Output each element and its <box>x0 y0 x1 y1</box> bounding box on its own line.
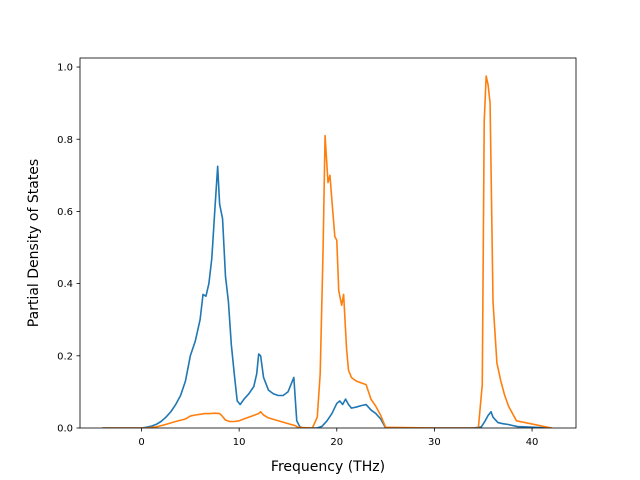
x-axis-ticks: 0 10 20 30 40 <box>138 428 538 448</box>
series-line-2 <box>102 75 552 428</box>
y-axis-label: Partial Density of States <box>26 159 42 327</box>
x-axis-label: Frequency (THz) <box>271 459 385 475</box>
y-tick-label: 0.8 <box>57 135 73 146</box>
x-tick-label: 20 <box>330 437 343 448</box>
x-tick-label: 40 <box>526 437 539 448</box>
x-tick-label: 0 <box>138 437 144 448</box>
y-tick-label: 0.4 <box>57 279 73 290</box>
series-layer <box>102 75 552 428</box>
y-tick-label: 0.2 <box>57 351 73 362</box>
series-line-1 <box>102 165 552 428</box>
x-tick-label: 10 <box>233 437 246 448</box>
x-tick-label: 30 <box>428 437 441 448</box>
plot-frame <box>79 57 577 429</box>
y-axis-ticks: 0.0 0.2 0.4 0.6 0.8 1.0 <box>57 63 80 435</box>
y-tick-label: 0.6 <box>57 207 73 218</box>
y-tick-label: 0.0 <box>57 424 73 435</box>
y-tick-label: 1.0 <box>57 63 73 74</box>
